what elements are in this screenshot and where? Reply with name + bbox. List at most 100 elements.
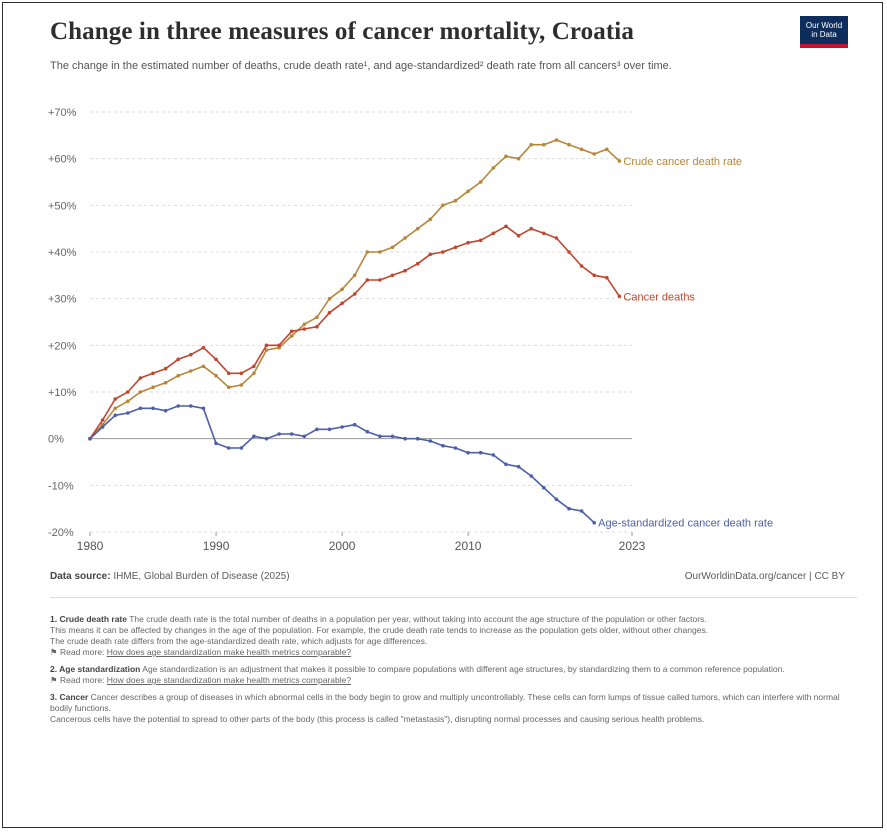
data-point [163, 366, 168, 371]
data-point [579, 264, 584, 268]
data-point [239, 383, 244, 387]
data-point [151, 371, 155, 376]
data-point [403, 268, 407, 273]
owid-logo[interactable]: Our World in Data [800, 16, 848, 48]
data-point [579, 147, 584, 152]
credit-link[interactable]: OurWorldinData.org/cancer | CC BY [684, 571, 845, 582]
data-point [151, 385, 155, 390]
data-point [100, 418, 105, 422]
data-point [302, 434, 307, 439]
data-point [277, 432, 281, 436]
data-point [201, 345, 206, 350]
read-more: ⚑ Read more: How does age standardizatio… [50, 675, 850, 686]
read-more-icon: ⚑ [50, 647, 58, 657]
data-point [378, 250, 382, 254]
data-point [252, 434, 256, 439]
data-point [138, 390, 143, 394]
y-tick-label: +20% [48, 340, 77, 352]
footnote-label: 2. Age standardization [50, 664, 141, 674]
data-point [289, 432, 294, 436]
data-point [277, 343, 281, 348]
data-point [516, 233, 521, 238]
series-line [89, 139, 620, 440]
read-more: ⚑ Read more: How does age standardizatio… [50, 647, 850, 658]
data-point [189, 369, 193, 373]
data-point [327, 296, 332, 301]
data-point [542, 231, 546, 236]
data-point [302, 322, 307, 327]
data-point [365, 429, 370, 434]
read-more-link[interactable]: How does age standardization make health… [106, 675, 352, 685]
data-point [126, 411, 130, 415]
data-point [567, 142, 571, 147]
data-point [415, 436, 420, 441]
data-point [554, 138, 559, 142]
data-point [214, 441, 218, 446]
data-point [491, 231, 496, 236]
data-point [189, 352, 193, 357]
data-point [529, 226, 533, 231]
data-source-label: Data source: [50, 571, 111, 582]
y-tick-label: -10% [48, 480, 74, 492]
logo-line-1: Our World [805, 21, 843, 30]
data-point [176, 357, 180, 362]
series-label: Cancer deaths [623, 291, 695, 303]
data-point [226, 371, 231, 376]
data-point [592, 520, 596, 525]
data-point [378, 434, 382, 439]
series-label: Crude cancer death rate [623, 156, 742, 168]
data-point [113, 413, 117, 418]
data-point [579, 509, 584, 513]
data-point [428, 217, 433, 222]
x-tick-label: 2023 [619, 539, 646, 553]
footnote-age-standardization: 2. Age standardization Age standardizati… [50, 664, 850, 686]
data-point [529, 474, 533, 478]
data-point [201, 364, 206, 369]
data-point [466, 189, 470, 194]
y-tick-label: +30% [48, 294, 77, 306]
footnotes: 1. Crude death rate The crude death rate… [50, 614, 850, 731]
data-point [592, 273, 596, 278]
data-point [138, 376, 143, 380]
y-tick-label: 0% [48, 434, 64, 446]
line-chart: +70%+60%+50%+40%+30%+20%+10%0%-10%-20%19… [48, 107, 773, 553]
data-point [226, 385, 231, 390]
data-point [415, 261, 420, 266]
data-point [529, 142, 533, 147]
data-point [617, 159, 622, 163]
data-point [327, 310, 332, 315]
data-point [239, 371, 244, 376]
data-point [378, 278, 382, 282]
data-point [453, 245, 458, 250]
data-point [226, 446, 231, 450]
series-label: Age-standardized cancer death rate [598, 518, 773, 530]
footnote-text: The crude death rate is the total number… [129, 614, 707, 624]
data-point [327, 427, 332, 432]
data-point [516, 156, 521, 161]
footnote-text: This means it can be affected by changes… [50, 625, 709, 635]
data-point [390, 273, 395, 278]
data-point [466, 450, 470, 455]
data-point [491, 453, 496, 457]
data-point [542, 485, 546, 490]
y-tick-label: +60% [48, 154, 77, 166]
read-more-prefix: Read more: [60, 675, 105, 685]
data-point [453, 446, 458, 450]
y-tick-label: +50% [48, 200, 77, 212]
data-point [214, 357, 218, 362]
data-point [491, 166, 496, 170]
data-point [201, 406, 206, 411]
data-point [189, 404, 193, 408]
data-point [554, 236, 559, 240]
data-source-text[interactable]: IHME, Global Burden of Disease (2025) [113, 571, 290, 582]
data-point [214, 373, 218, 378]
read-more-link[interactable]: How does age standardization make health… [106, 647, 352, 657]
data-point [554, 497, 559, 502]
x-tick-label: 2010 [455, 539, 482, 553]
footnote-label: 3. Cancer [50, 692, 89, 702]
data-point [252, 364, 256, 369]
series-line [89, 405, 595, 524]
data-point [390, 434, 395, 439]
data-point [100, 425, 105, 429]
data-point [163, 380, 168, 385]
